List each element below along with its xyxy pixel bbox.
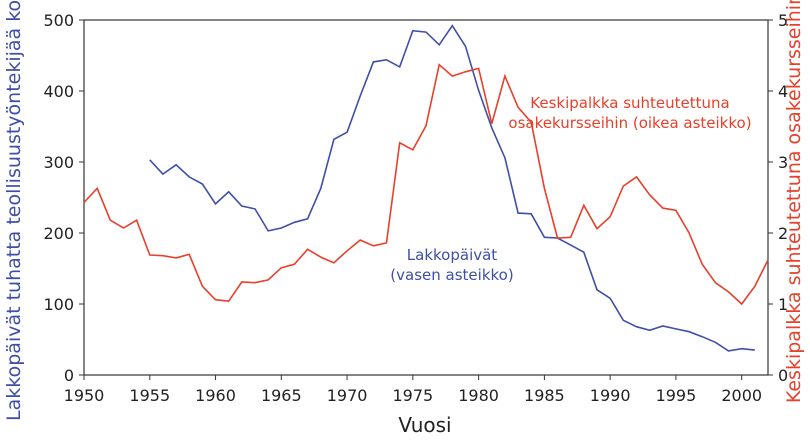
y2-tick-label: 3 xyxy=(778,153,788,172)
x-tick-label: 1965 xyxy=(261,386,302,405)
y-tick-label: 0 xyxy=(64,366,74,385)
series-line xyxy=(83,63,769,306)
x-tick-label: 1960 xyxy=(195,386,236,405)
x-tick-label: 1950 xyxy=(64,386,105,405)
x-axis-label: Vuosi xyxy=(398,413,451,437)
y2-axis-label: Keskipalkka suhteutettuna osakekursseihi… xyxy=(783,0,805,403)
plot-frame xyxy=(83,19,769,376)
x-tick-label: 1995 xyxy=(656,386,697,405)
x-tick-label: 1990 xyxy=(590,386,631,405)
x-tick-label: 1980 xyxy=(458,386,499,405)
y-tick-label: 400 xyxy=(43,82,74,101)
y-tick-label: 200 xyxy=(43,224,74,243)
annotation: osakekursseihin (oikea asteikko) xyxy=(508,114,751,132)
y-axis-label: Lakkopäivät tuhatta teollisuustyöntekijä… xyxy=(3,0,25,421)
x-tick-label: 1955 xyxy=(129,386,170,405)
x-tick-label: 1985 xyxy=(524,386,565,405)
x-tick-label: 1975 xyxy=(392,386,433,405)
annotation: Lakkopäivät xyxy=(407,246,498,264)
y-tick-label: 500 xyxy=(43,11,74,30)
y2-tick-label: 5 xyxy=(778,11,788,30)
annotation: (vasen asteikko) xyxy=(390,266,513,284)
series-line xyxy=(149,24,755,352)
x-tick-label: 2000 xyxy=(721,386,762,405)
annotation: Keskipalkka suhteutettuna xyxy=(530,94,729,112)
y2-tick-label: 2 xyxy=(778,224,788,243)
y2-tick-label: 1 xyxy=(778,295,788,314)
y2-tick-label: 0 xyxy=(778,366,788,385)
x-tick-label: 1970 xyxy=(327,386,368,405)
y2-tick-label: 4 xyxy=(778,82,788,101)
y-tick-label: 100 xyxy=(43,295,74,314)
y-tick-label: 300 xyxy=(43,153,74,172)
